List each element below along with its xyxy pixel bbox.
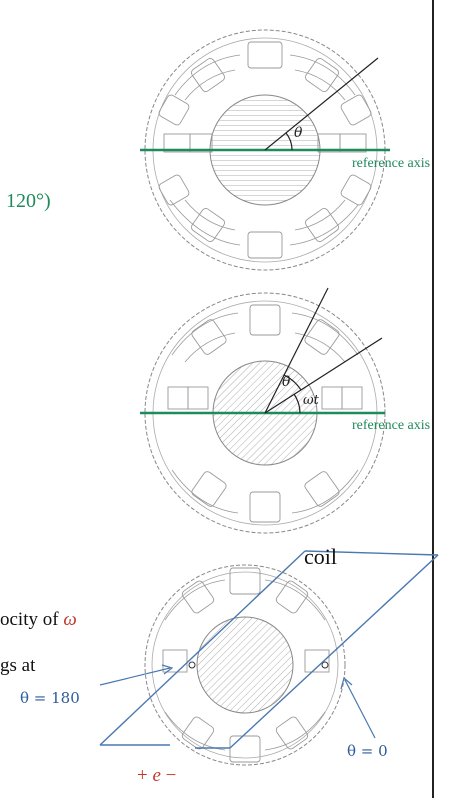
- theta-0-label: θ = 0: [347, 742, 388, 760]
- coil-outline: [99, 550, 439, 749]
- theta-label-1: θ: [294, 125, 303, 141]
- windings-line: gs at: [0, 655, 36, 676]
- reference-axis-label-1: reference axis: [352, 156, 431, 171]
- velocity-line: ocity of ω: [0, 609, 77, 631]
- stator-slots-3: [162, 567, 330, 763]
- right-border: [432, 0, 434, 798]
- machine-cross-section-3: [144, 564, 346, 766]
- theta-pointer-arrows: [99, 664, 376, 739]
- theta-180-label: θ = 180: [20, 689, 80, 707]
- omega-t-label: ωt: [303, 393, 319, 408]
- stator-slots-1: [158, 41, 372, 259]
- emf-plus: +: [137, 765, 148, 786]
- stator-slots-2: [167, 304, 363, 523]
- coil-label: coil: [304, 544, 337, 569]
- emf-minus: −: [165, 765, 177, 786]
- machine-cross-section-1: [140, 29, 390, 271]
- omega-symbol: ω: [63, 609, 77, 630]
- angle-fragment: 120°): [6, 190, 51, 212]
- machine-cross-section-2: [140, 287, 386, 534]
- emf-symbol: e: [152, 765, 161, 786]
- theta-label-2: θ: [282, 374, 291, 390]
- velocity-text: ocity of: [0, 609, 64, 630]
- reference-axis-label-2: reference axis: [352, 418, 431, 433]
- emf-label: + e −: [137, 765, 176, 787]
